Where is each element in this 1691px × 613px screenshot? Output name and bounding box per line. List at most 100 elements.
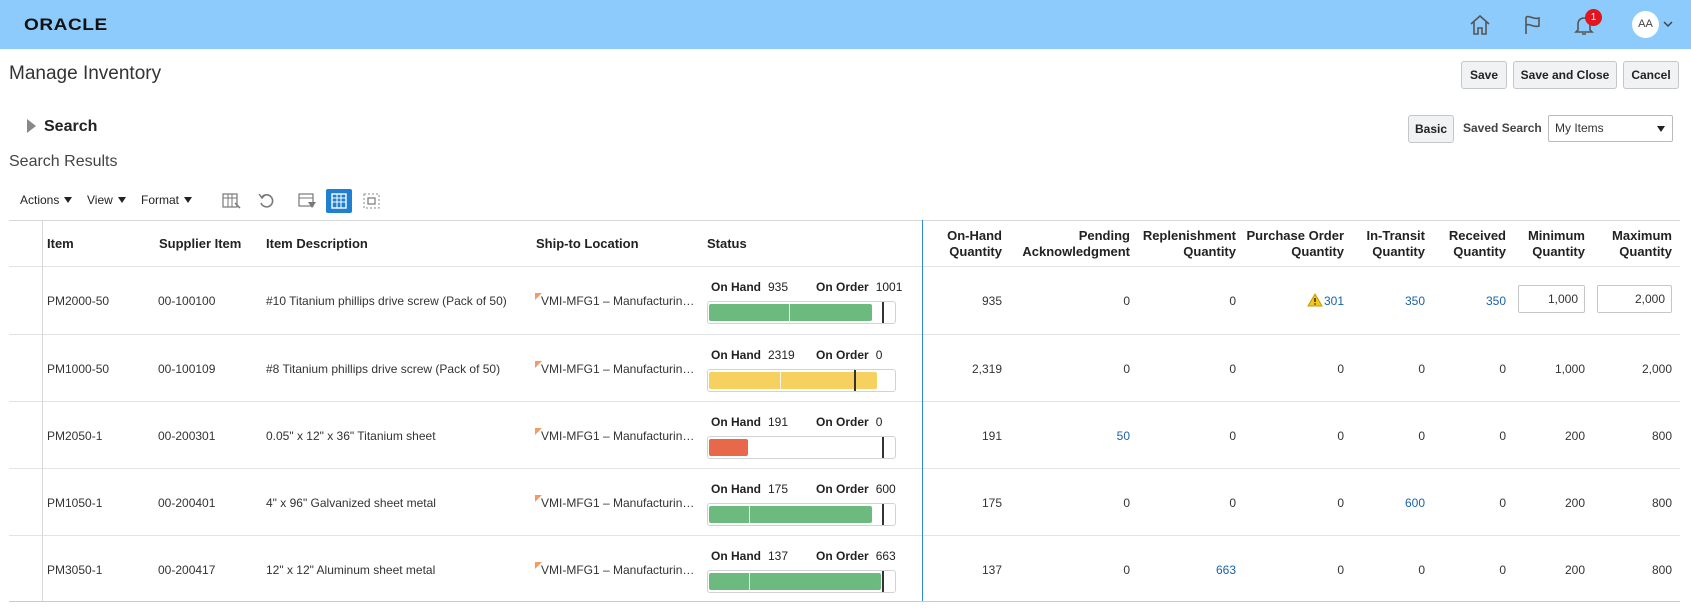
minimum-quantity-cell: 1,000 [1554,362,1585,376]
on-hand-value: 191 [768,415,789,429]
header-line: Maximum [1612,228,1672,243]
status-bar-fill [709,372,877,389]
column-header-item[interactable]: Item [47,236,74,251]
header-divider [9,266,1680,267]
item-description-cell: 4" x 96" Galvanized sheet metal [266,496,436,510]
pending-acknowledgment-cell[interactable]: 50 [1116,429,1130,443]
item-cell[interactable]: PM1050-1 [47,496,103,510]
save-and-close-button[interactable]: Save and Close [1513,61,1617,89]
in-transit-quantity-cell[interactable]: 600 [1404,496,1425,510]
table-top-border [9,220,1680,221]
status-on-order-text: On Order 663 [816,549,896,563]
column-header-replenishment-quantity[interactable]: Replenishment Quantity [1130,228,1236,260]
on-order-label: On Order [816,549,869,563]
ship-to-location-cell[interactable]: VMI-MFG1 – Manufacturing Facility [541,429,699,443]
minimum-quantity-input[interactable]: 1,000 [1518,285,1585,313]
actions-menu-label: Actions [20,193,60,207]
header-line: Pending [1078,228,1130,243]
status-bar-target-marker [882,437,884,458]
header-line: Quantity [1453,244,1506,259]
freeze-columns-icon[interactable] [218,189,244,213]
column-header-minimum-quantity[interactable]: Minimum Quantity [1506,228,1585,260]
chevron-down-icon[interactable] [1662,18,1674,30]
column-header-maximum-quantity[interactable]: Maximum Quantity [1585,228,1672,260]
notification-count-badge: 1 [1585,9,1602,26]
header-line: Replenishment [1142,228,1236,243]
status-bar-target-marker [882,571,884,592]
wrap-icon[interactable] [359,189,385,213]
in-transit-quantity-cell[interactable]: 350 [1404,294,1425,308]
received-quantity-cell: 0 [1499,496,1506,510]
maximum-quantity-input[interactable]: 2,000 [1597,285,1672,313]
ship-to-location-cell[interactable]: VMI-MFG1 – Manufacturing Facility [541,496,699,510]
expand-triangle-icon[interactable] [27,119,36,133]
item-cell[interactable]: PM3050-1 [47,563,103,577]
search-section-title[interactable]: Search [44,118,98,135]
on-order-value: 1001 [875,280,903,294]
detach-table-icon[interactable] [326,189,352,213]
on-hand-quantity-cell: 137 [981,563,1002,577]
status-bar [707,503,896,526]
user-avatar[interactable]: AA [1632,11,1659,38]
header-line: Received [1448,228,1506,243]
column-header-on-hand-quantity[interactable]: On-Hand Quantity [902,228,1002,260]
status-bar [707,570,896,593]
column-header-item-description[interactable]: Item Description [266,236,368,251]
column-header-purchase-order-quantity[interactable]: Purchase Order Quantity [1236,228,1344,260]
cancel-button[interactable]: Cancel [1623,61,1679,89]
item-description-cell: 12" x 12" Aluminum sheet metal [266,563,436,577]
status-bar [707,436,896,459]
item-cell[interactable]: PM1000-50 [47,362,110,376]
actions-menu[interactable]: Actions [20,193,73,207]
purchase-order-quantity-cell: 0 [1337,496,1344,510]
ship-to-location-cell[interactable]: VMI-MFG1 – Manufacturing Facility [541,362,699,376]
status-on-order-text: On Order 600 [816,482,896,496]
ship-to-location-cell[interactable]: VMI-MFG1 – Manufacturing Facility [541,563,699,577]
location-flag-icon [535,361,542,368]
home-icon[interactable] [1468,13,1492,37]
received-quantity-cell[interactable]: 350 [1485,294,1506,308]
on-order-value: 663 [875,549,896,563]
item-cell[interactable]: PM2000-50 [47,294,110,308]
replenishment-quantity-cell: 0 [1229,294,1236,308]
column-header-in-transit-quantity[interactable]: In-Transit Quantity [1344,228,1425,260]
status-bar-divider [749,573,750,590]
column-header-status[interactable]: Status [707,236,747,251]
column-header-supplier-item[interactable]: Supplier Item [159,236,242,251]
saved-search-label: Saved Search [1463,121,1542,135]
flag-icon[interactable] [1520,13,1544,37]
ship-to-location-cell[interactable]: VMI-MFG1 – Manufacturing Facility [541,294,699,308]
column-header-received-quantity[interactable]: Received Quantity [1425,228,1506,260]
minimum-quantity-cell: 200 [1564,429,1585,443]
refresh-icon[interactable] [254,189,280,213]
on-hand-value: 935 [768,280,789,294]
purchase-order-quantity-cell: 0 [1337,362,1344,376]
status-bar-fill [709,439,748,456]
view-menu[interactable]: View [87,193,126,207]
header-line: Quantity [949,244,1002,259]
row-divider [9,535,1680,536]
format-menu[interactable]: Format [141,193,193,207]
replenishment-quantity-cell[interactable]: 663 [1215,563,1236,577]
on-order-label: On Order [816,482,869,496]
oracle-logo[interactable]: ORACLE [24,15,108,34]
in-transit-quantity-cell: 0 [1418,429,1425,443]
status-on-order-text: On Order 0 [816,415,882,429]
on-order-value: 0 [875,348,883,362]
saved-search-select[interactable]: My Items [1548,115,1673,142]
item-cell[interactable]: PM2050-1 [47,429,103,443]
status-on-hand-text: On Hand 2319 [711,348,795,362]
column-header-pending-acknowledgment[interactable]: Pending Acknowledgment [1000,228,1130,260]
status-bar-divider [749,506,750,523]
on-hand-quantity-cell: 2,319 [971,362,1002,376]
on-hand-label: On Hand [711,280,761,294]
purchase-order-quantity-cell: 0 [1337,429,1344,443]
purchase-order-quantity-cell[interactable]: 301 [1323,294,1344,308]
query-by-example-icon[interactable] [294,189,320,213]
basic-search-button[interactable]: Basic [1408,115,1454,143]
save-button[interactable]: Save [1461,61,1507,89]
location-flag-icon [535,562,542,569]
warning-icon [1307,293,1323,307]
column-header-ship-to-location[interactable]: Ship-to Location [536,236,639,251]
pending-acknowledgment-cell: 0 [1123,294,1130,308]
